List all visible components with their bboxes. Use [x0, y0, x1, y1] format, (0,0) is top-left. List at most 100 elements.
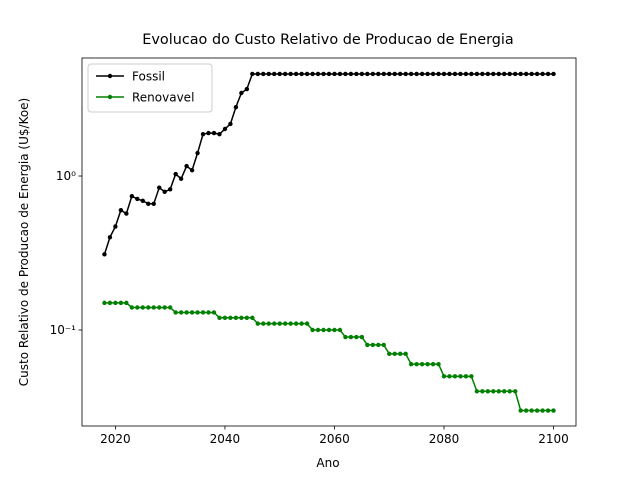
data-point [178, 310, 184, 315]
data-point [348, 71, 354, 77]
data-point [124, 211, 129, 216]
data-point [518, 71, 523, 77]
data-point [272, 71, 277, 77]
data-point [523, 408, 529, 413]
data-point [173, 171, 178, 177]
data-point [184, 163, 189, 169]
data-point [167, 305, 173, 310]
data-point [474, 389, 480, 394]
data-point [113, 300, 118, 306]
plot-frame [81, 57, 577, 427]
data-point [502, 71, 507, 77]
chart-title: Evolucao do Custo Relativo de Producao d… [142, 32, 513, 48]
data-point [354, 334, 359, 340]
data-point [507, 389, 512, 394]
data-point [173, 310, 178, 315]
data-point [250, 315, 255, 321]
x-tick-label: 2060 [319, 432, 350, 446]
data-point [343, 71, 348, 77]
data-point [414, 71, 419, 77]
data-point [485, 71, 491, 77]
data-point [315, 71, 321, 77]
data-point [348, 334, 354, 340]
data-point [272, 321, 277, 326]
data-point [288, 71, 293, 77]
data-point [458, 374, 463, 379]
y-tick-label: 10⁻¹ [50, 323, 77, 337]
data-point [282, 321, 288, 326]
data-point [266, 321, 271, 326]
data-point [315, 327, 321, 333]
data-point [381, 342, 386, 348]
series-line [104, 302, 554, 412]
data-point [485, 389, 491, 394]
data-point [135, 305, 140, 310]
data-point [178, 176, 184, 181]
data-point [304, 71, 310, 77]
data-point [414, 361, 419, 367]
x-tick-label: 2080 [429, 432, 460, 446]
data-point [228, 315, 233, 321]
data-point [211, 310, 217, 315]
data-point [200, 310, 206, 315]
data-point [376, 71, 381, 77]
data-point [107, 300, 113, 306]
data-point [211, 130, 217, 136]
data-point [540, 71, 545, 77]
data-point [261, 71, 266, 77]
data-point [458, 71, 463, 77]
data-point [436, 71, 441, 77]
data-point [359, 71, 365, 77]
data-point [107, 235, 113, 240]
data-point [239, 315, 244, 321]
data-point [343, 334, 348, 340]
data-point [124, 300, 129, 306]
data-point [447, 71, 452, 77]
data-point [518, 408, 523, 413]
data-point [387, 351, 392, 357]
data-point [239, 90, 244, 96]
data-point [365, 71, 370, 77]
data-point [425, 361, 430, 367]
data-point [403, 351, 408, 357]
data-point [523, 71, 529, 77]
data-point [222, 315, 228, 321]
data-point [513, 71, 518, 77]
data-point [408, 361, 414, 367]
data-point [195, 150, 200, 156]
data-point [397, 351, 403, 357]
data-point [184, 310, 189, 315]
data-point [140, 305, 145, 310]
data-point [370, 71, 376, 77]
data-point [551, 408, 556, 413]
data-point [206, 310, 211, 315]
data-point [452, 71, 458, 77]
data-point [376, 342, 381, 348]
data-point [244, 86, 250, 92]
data-point [222, 126, 228, 132]
data-point [507, 71, 512, 77]
data-point [463, 374, 469, 379]
data-point [255, 71, 261, 77]
data-point [129, 193, 135, 199]
data-point [113, 224, 118, 229]
data-point [102, 252, 107, 257]
data-point [140, 198, 145, 204]
data-point [206, 130, 211, 136]
data-point [162, 305, 167, 310]
data-point [441, 374, 447, 379]
data-point [387, 71, 392, 77]
data-point [392, 71, 397, 77]
data-point [419, 361, 425, 367]
data-point [496, 389, 501, 394]
data-point [529, 408, 534, 413]
data-point [540, 408, 545, 413]
x-axis-label: Ano [316, 456, 339, 470]
x-tick-label: 2040 [210, 432, 241, 446]
data-point [255, 321, 261, 326]
data-point [419, 71, 425, 77]
data-point [425, 71, 430, 77]
data-point [392, 351, 397, 357]
data-point [491, 71, 496, 77]
